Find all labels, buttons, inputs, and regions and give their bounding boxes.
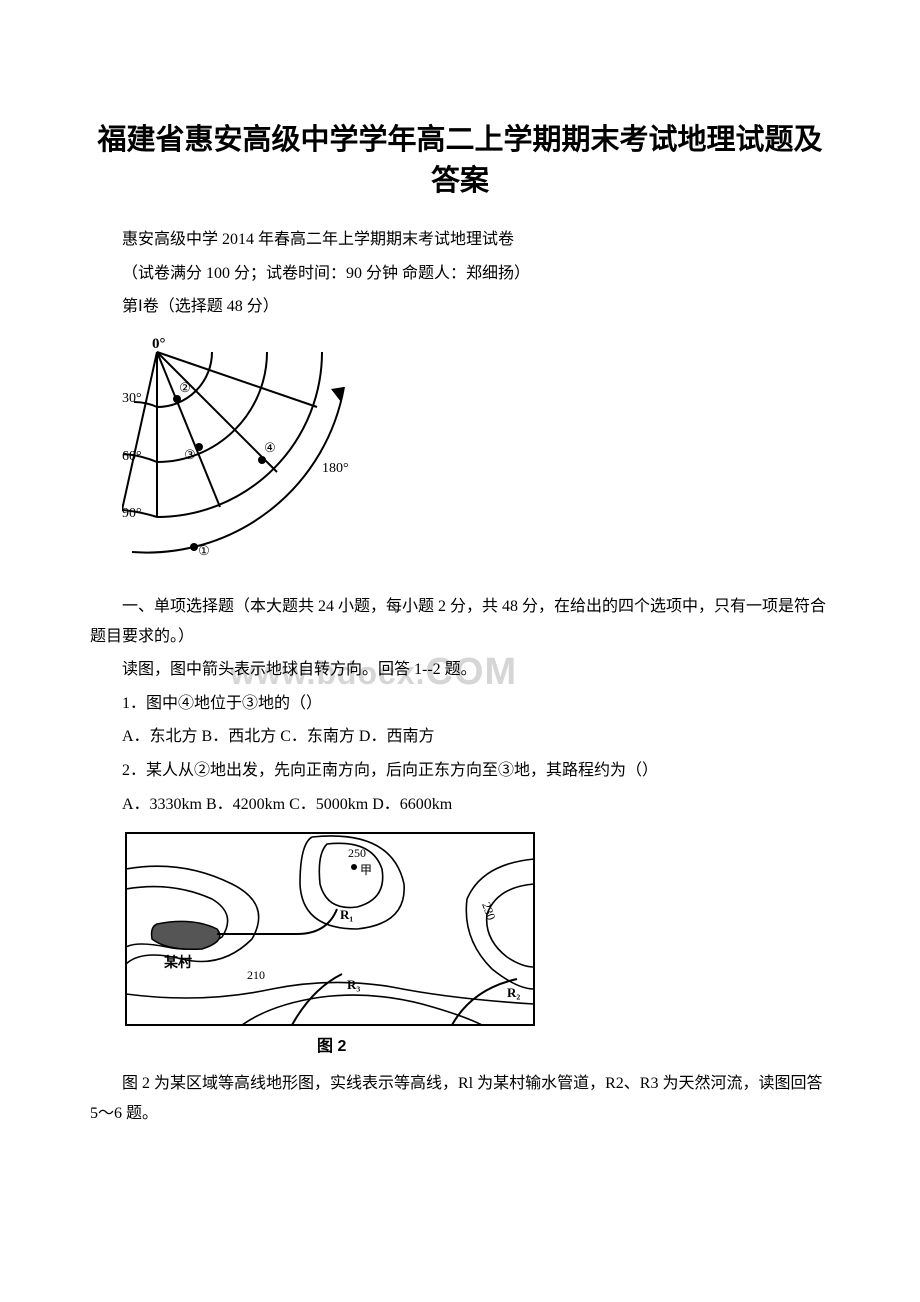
- question-1: 1．图中④地位于③地的（）: [90, 689, 830, 719]
- subtitle-3: 第Ⅰ卷（选择题 48 分）: [90, 292, 830, 322]
- subtitle-1: 惠安高级中学 2014 年春高二年上学期期末考试地理试卷: [90, 225, 830, 255]
- question-2-options: A．3330km B．4200km C．5000km D．6600km: [90, 790, 830, 820]
- fig2-label-250: 250: [348, 846, 366, 860]
- figure-2: 250 甲 230 210 R₁ R₂ R₃ 某村 图 2: [122, 829, 830, 1059]
- fig2-label-r1: R₁: [340, 907, 353, 922]
- fig2-label-210: 210: [247, 968, 265, 982]
- fig1-label-60: 60°: [122, 449, 142, 464]
- fig1-label-0: 0°: [152, 336, 166, 352]
- fig1-point-4: ④: [264, 440, 276, 455]
- fig1-point-2: ②: [179, 380, 191, 395]
- subtitle-2: （试卷满分 100 分；试卷时间：90 分钟 命题人：郑细扬）: [90, 259, 830, 289]
- fig1-point-1: ①: [198, 543, 210, 558]
- fig2-label-village: 某村: [164, 954, 192, 971]
- fig2-label-r2: R₂: [507, 985, 520, 1000]
- figure-2-prompt: 图 2 为某区域等高线地形图，实线表示等高线，Rl 为某村输水管道，R2、R3 …: [90, 1069, 830, 1128]
- question-2: 2．某人从②地出发，先向正南方向，后向正东方向至③地，其路程约为（）: [90, 756, 830, 786]
- fig2-label-r3: R₃: [347, 977, 360, 992]
- page-title: 福建省惠安高级中学学年高二上学期期末考试地理试题及答案: [90, 120, 830, 201]
- read-prompt-1: 读图，图中箭头表示地球自转方向。回答 1--2 题。: [90, 655, 830, 685]
- fig1-label-90: 90°: [122, 506, 142, 521]
- section-header: 一、单项选择题（本大题共 24 小题，每小题 2 分，共 48 分，在给出的四个…: [90, 592, 830, 651]
- figure-1: 0° 30° 60° 90° 180° ② ③ ④ ①: [122, 332, 830, 582]
- fig2-caption: 图 2: [317, 1037, 346, 1055]
- fig1-label-30: 30°: [122, 391, 142, 406]
- fig2-label-jia: 甲: [360, 863, 372, 877]
- fig1-label-180: 180°: [322, 461, 349, 476]
- village-area-icon: [152, 922, 220, 950]
- fig1-point-3: ③: [184, 447, 196, 462]
- question-1-options: A．东北方 B．西北方 C．东南方 D．西南方: [90, 722, 830, 752]
